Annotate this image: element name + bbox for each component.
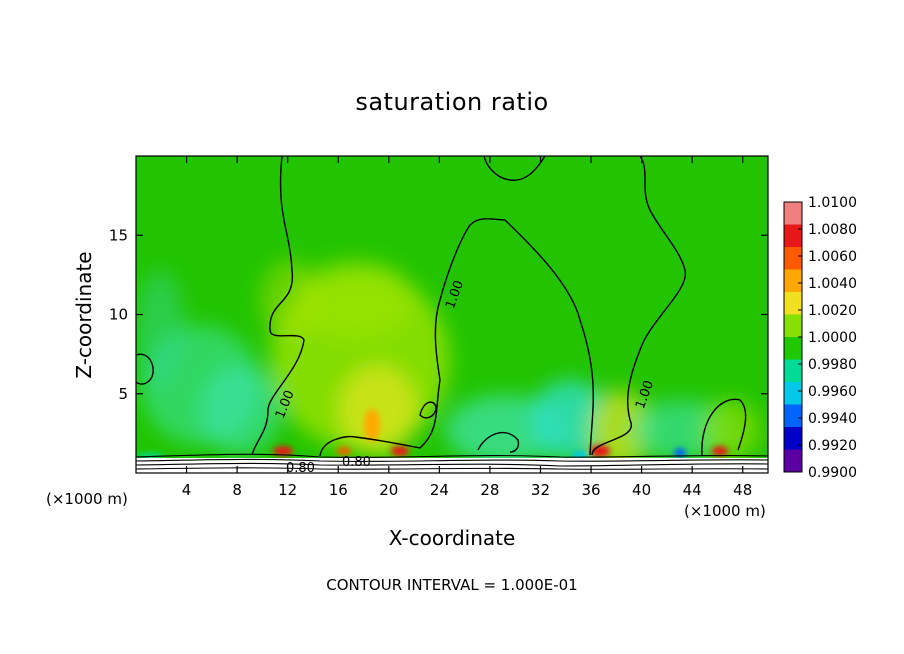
heatmap-region [590, 445, 610, 457]
x-tick-label: 40 [632, 481, 651, 499]
contour-line [419, 401, 437, 419]
colorbar: 1.0100 1.0080 1.0060 1.0040 1.0020 1.0000 0.99… [783, 195, 857, 481]
contour-line [136, 467, 768, 470]
colorbar-segment [784, 247, 802, 270]
heatmap-region [572, 451, 588, 459]
colorbar-segment [784, 224, 802, 248]
y-tick-label: 15 [109, 226, 128, 244]
heatmap-region [391, 446, 409, 456]
x-tick-label: 36 [581, 481, 600, 499]
colorbar-label: 0.9940 [808, 411, 857, 427]
heatmap-region [337, 447, 351, 455]
colorbar-label: 1.0020 [808, 303, 857, 319]
colorbar-label: 0.9960 [808, 384, 857, 400]
x-unit-left: (×1000 m) [46, 490, 128, 508]
contour-line [701, 398, 747, 456]
x-tick-label: 20 [379, 481, 398, 499]
y-tick-label: 10 [109, 306, 128, 324]
heatmap-field: 1.00 1.00 1.00 0.80 0.80 [136, 156, 768, 476]
contour-interval-note: CONTOUR INTERVAL = 1.000E-01 [326, 576, 578, 594]
heatmap-region [700, 400, 760, 460]
colorbar-segment [784, 269, 802, 293]
x-tick-label: 48 [733, 481, 752, 499]
heatmap-region [364, 409, 380, 441]
x-axis-label: X-coordinate [0, 526, 904, 550]
x-tick-label: 16 [329, 481, 348, 499]
contour-line [136, 458, 768, 463]
colorbar-segment [784, 449, 802, 473]
x-tick-label: 32 [531, 481, 550, 499]
colorbar-segment [784, 292, 802, 315]
heatmap-region [200, 365, 280, 455]
heatmap-region [338, 365, 418, 455]
x-axis-ticks: 4 8 12 16 20 24 28 32 36 40 44 48 [182, 156, 752, 499]
contour-line [251, 156, 305, 456]
colorbar-label: 0.9900 [808, 465, 857, 481]
x-tick-label: 4 [182, 481, 192, 499]
colorbar-segment [784, 314, 802, 338]
heatmap-region [295, 260, 415, 340]
colorbar-label: 1.0040 [808, 276, 857, 292]
colorbar-label: 1.0000 [808, 330, 857, 346]
contour-line [319, 218, 594, 457]
y-tick-label: 5 [118, 385, 128, 403]
contour-line [136, 462, 768, 467]
contour-line [477, 431, 520, 453]
contour-label: 0.80 [286, 461, 315, 476]
heatmap-region [674, 448, 686, 458]
x-tick-label: 24 [430, 481, 449, 499]
heatmap-region [136, 270, 185, 390]
contour-line [136, 353, 154, 385]
x-tick-label: 12 [278, 481, 297, 499]
x-axis-label-text: X-coordinate [388, 526, 516, 550]
contour-lines-ground [136, 453, 768, 470]
chart-title: saturation ratio [355, 88, 549, 116]
colorbar-segment [784, 359, 802, 383]
colorbar-label: 0.9980 [808, 357, 857, 373]
x-tick-label: 8 [232, 481, 242, 499]
x-tick-label: 28 [480, 481, 499, 499]
colorbar-label: 1.0080 [808, 222, 857, 238]
colorbar-segment [784, 202, 802, 225]
contour-line [136, 453, 768, 458]
colorbar-segment [784, 382, 802, 405]
heatmap-region [273, 446, 293, 456]
x-unit-right: (×1000 m) [684, 502, 766, 520]
colorbar-label: 0.9920 [808, 438, 857, 454]
contour-lines [136, 156, 747, 457]
colorbar-label: 1.0060 [808, 249, 857, 265]
colorbar-label: 1.0100 [808, 195, 857, 211]
contour-label: 0.80 [342, 455, 371, 470]
contour-line [483, 156, 546, 181]
colorbar-segment [784, 404, 802, 428]
heatmap-region [712, 446, 728, 456]
contour-line [591, 156, 687, 456]
y-axis-ticks: 5 10 15 [109, 226, 768, 403]
x-tick-label: 44 [683, 481, 702, 499]
colorbar-segment [784, 427, 802, 450]
heatmap-region [260, 260, 320, 340]
heatmap-region [530, 380, 610, 460]
colorbar-segment [784, 337, 802, 360]
y-axis-label: Z-coordinate [72, 251, 96, 379]
